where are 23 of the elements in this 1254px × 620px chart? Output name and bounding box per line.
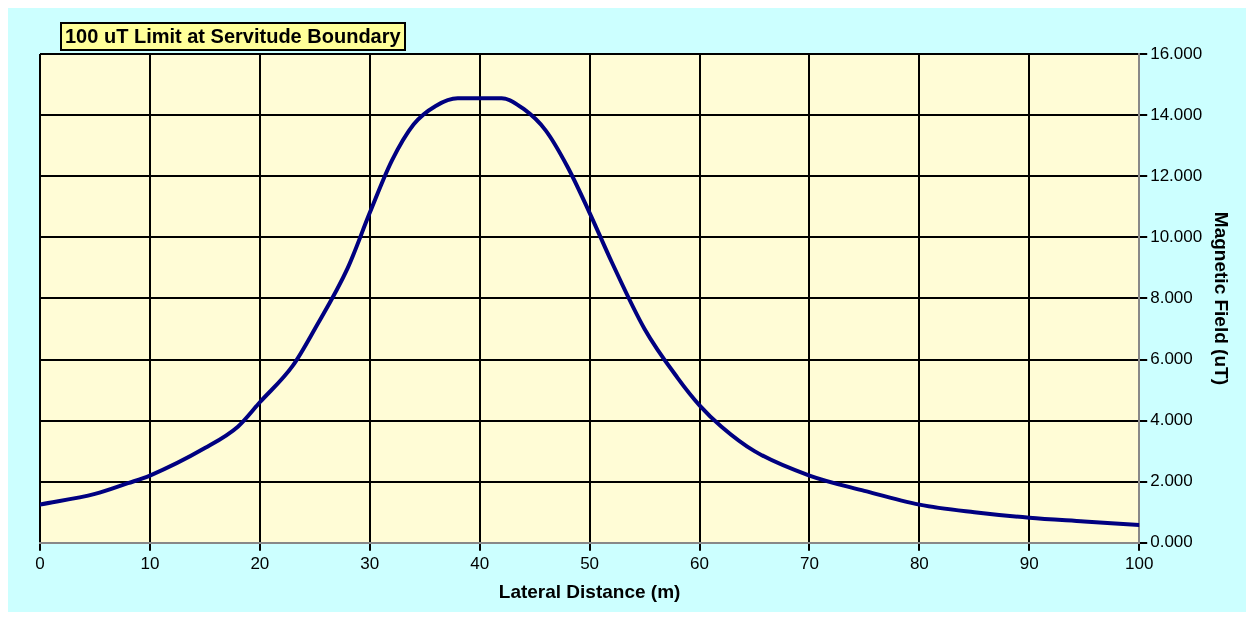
- y-tick-label: 12.000: [1150, 165, 1203, 185]
- x-tick-label: 50: [580, 553, 600, 573]
- y-tick-label: 8.000: [1150, 288, 1193, 308]
- y-tick-label: 10.000: [1150, 226, 1203, 246]
- x-tick-label: 60: [690, 553, 709, 573]
- y-tick-label: 0.000: [1150, 532, 1193, 552]
- chart-title: 100 uT Limit at Servitude Boundary: [60, 22, 406, 51]
- x-tick-label: 80: [909, 553, 929, 573]
- y-tick-label: 16.000: [1150, 43, 1203, 63]
- x-tick-label: 90: [1019, 553, 1039, 573]
- x-tick-label: 10: [140, 553, 160, 573]
- x-tick-label: 100: [1125, 553, 1154, 573]
- x-tick-label: 40: [470, 553, 490, 573]
- x-tick-label: 20: [250, 553, 270, 573]
- x-tick-label: 30: [360, 553, 380, 573]
- y-tick-label: 6.000: [1150, 349, 1193, 369]
- x-axis-title: Lateral Distance (m): [498, 580, 681, 602]
- x-tick-label: 70: [799, 553, 819, 573]
- y-tick-label: 14.000: [1150, 104, 1203, 124]
- x-tick-label: 0: [35, 553, 45, 573]
- y-tick-label: 4.000: [1150, 410, 1193, 430]
- y-axis-title: Magnetic Field (uT): [1211, 211, 1233, 385]
- y-tick-label: 2.000: [1150, 471, 1193, 491]
